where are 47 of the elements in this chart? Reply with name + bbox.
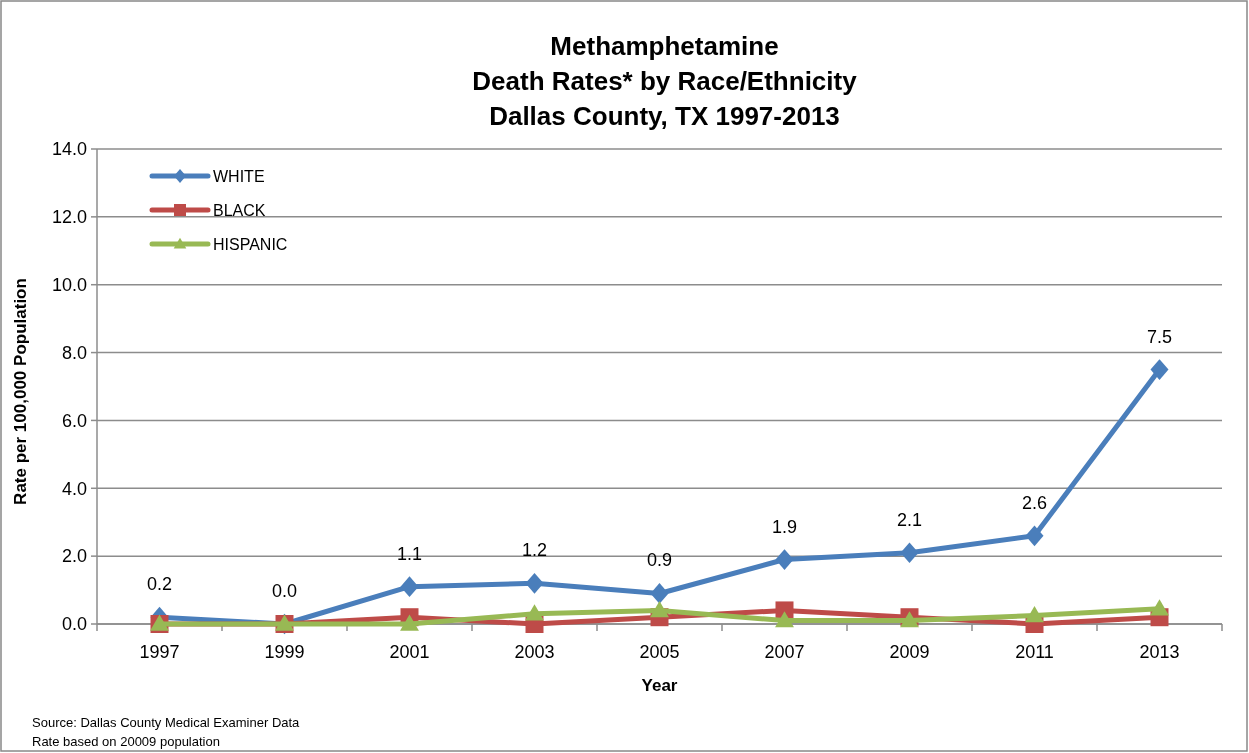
point — [400, 576, 419, 598]
point — [1150, 599, 1169, 616]
legend-label: HISPANIC — [213, 235, 288, 253]
x-tick-label: 2009 — [889, 642, 930, 662]
data-label: 7.5 — [1146, 326, 1173, 347]
data-label: 2.6 — [1021, 492, 1048, 513]
y-tick-label: 6.0 — [61, 410, 87, 431]
y-tick-label: 12.0 — [51, 207, 87, 228]
source-note: Source: Dallas County Medical Examiner Data — [32, 715, 301, 730]
x-tick-label: 2011 — [1015, 642, 1054, 662]
point — [400, 614, 419, 631]
x-tick-label: 2003 — [514, 642, 555, 662]
point — [900, 542, 919, 564]
x-tick-label: 1999 — [264, 642, 305, 662]
data-label: 1.2 — [521, 540, 548, 561]
data-label: 0.9 — [646, 550, 673, 571]
data-label: 1.1 — [396, 543, 423, 564]
point — [1025, 606, 1044, 623]
point — [525, 604, 544, 621]
x-tick-label: 2013 — [1139, 642, 1180, 662]
y-tick-label: 2.0 — [61, 546, 87, 567]
data-label: 1.9 — [771, 516, 798, 537]
point — [1150, 359, 1169, 380]
x-tick-label: 2001 — [389, 642, 430, 662]
point — [650, 583, 669, 604]
point — [525, 572, 544, 594]
data-label: 0.0 — [271, 581, 298, 601]
x-tick-label: 2007 — [764, 642, 805, 662]
y-tick-label: 0.0 — [61, 614, 87, 635]
y-tick-label: 14.0 — [51, 139, 87, 160]
x-tick-label: 1997 — [139, 642, 180, 662]
point — [650, 600, 669, 618]
point — [775, 549, 794, 570]
point — [1025, 525, 1044, 547]
y-tick-label: 4.0 — [61, 478, 87, 499]
chart-title: Methamphetamine Death Rates* by Race/Ethnicity Dallas County, TX 1997-2013 — [472, 31, 858, 131]
point — [775, 611, 794, 628]
data-label: 0.2 — [146, 574, 173, 595]
y-tick-label: 8.0 — [61, 342, 87, 363]
legend-label: WHITE — [213, 167, 265, 185]
legend-label: BLACK — [213, 201, 266, 219]
y-tick-label: 10.0 — [51, 275, 87, 296]
text: Rate based on 20009 population — [32, 734, 220, 749]
data-label: 2.1 — [896, 509, 923, 530]
x-tick-label: 2005 — [639, 642, 680, 662]
x-axis-title: Year — [641, 676, 678, 695]
y-axis-title: Rate per 100,000 Population — [11, 278, 30, 505]
